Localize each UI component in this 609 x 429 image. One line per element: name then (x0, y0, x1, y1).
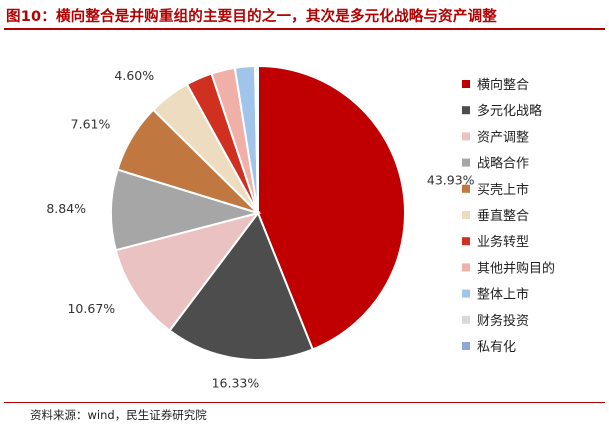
data-label-5: 4.60% (114, 68, 154, 83)
data-label-3: 8.84% (46, 201, 86, 216)
pie-slice-2 (114, 211, 261, 332)
data-label-2: 10.67% (67, 301, 115, 316)
pie-slice-1 (168, 210, 315, 361)
data-label-4: 7.61% (71, 117, 111, 132)
legend-swatch-7 (462, 263, 470, 272)
legend-swatch-2 (462, 132, 470, 141)
legend-label-0: 横向整合 (477, 77, 529, 93)
legend-swatch-10 (462, 342, 470, 350)
legend-label-3: 战略合作 (477, 156, 529, 172)
legend-label-4: 买壳上市 (477, 182, 529, 198)
pie-slice-0 (257, 64, 406, 351)
legend-swatch-4 (462, 184, 470, 193)
legend-swatch-0 (462, 80, 470, 88)
legend-label-2: 资产调整 (477, 130, 529, 145)
footer-divider (4, 402, 605, 403)
legend-swatch-1 (462, 106, 470, 115)
legend-label-10: 私有化 (477, 340, 516, 355)
legend-label-8: 整体上市 (477, 287, 529, 303)
source-note: 资料来源：wind，民生证券研究院 (30, 408, 207, 422)
pie-slice-3 (110, 168, 262, 252)
legend-swatch-6 (462, 237, 470, 246)
legend-swatch-8 (462, 289, 470, 298)
data-label-0: 43.93% (427, 172, 475, 187)
legend-label-9: 财务投资 (477, 313, 529, 329)
pie-slices (110, 64, 406, 361)
legend-swatch-3 (462, 158, 470, 167)
legend-label-1: 多元化战略 (477, 103, 542, 119)
legend-label-5: 垂直整合 (477, 209, 529, 224)
chart-title: 图10：横向整合是并购重组的主要目的之一，其次是多元化战略与资产调整 (6, 9, 497, 25)
pie-slice-10 (256, 64, 259, 214)
legend-swatch-5 (462, 211, 470, 219)
legend-swatch-9 (462, 315, 470, 324)
legend-label-7: 其他并购目的 (477, 260, 555, 276)
title-divider (4, 28, 605, 30)
legend: 横向整合多元化战略资产调整战略合作买壳上市垂直整合业务转型其他并购目的整体上市财… (462, 77, 555, 355)
legend-label-6: 业务转型 (477, 234, 529, 250)
data-label-1: 16.33% (212, 376, 260, 391)
data-labels: 43.93% 16.33% 10.67% 8.84% 7.61% 4.60% (46, 68, 474, 391)
